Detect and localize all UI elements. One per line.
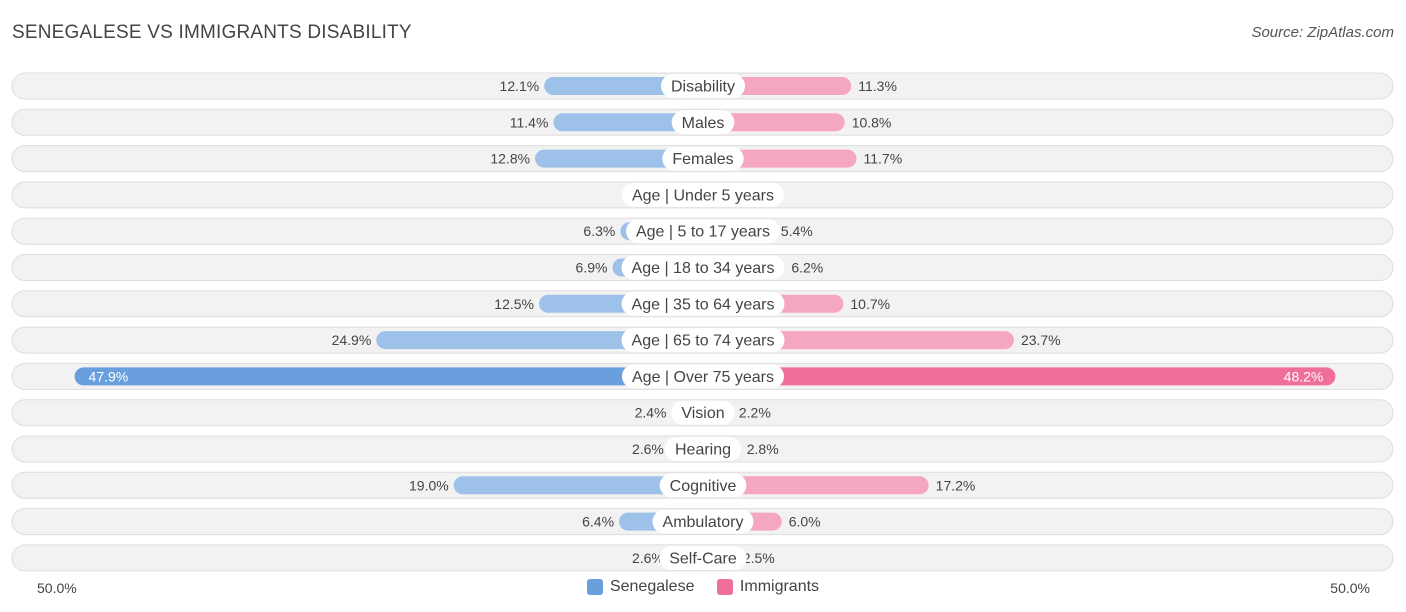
- category-label-females: Females: [672, 151, 733, 168]
- bar-senegalese-cognitive: [453, 476, 703, 495]
- bar-immigrants-age-over-75-years: [703, 367, 1336, 386]
- value-immigrants-age-65-to-74-years: 23.7%: [1021, 332, 1061, 348]
- category-pill-age-65-to-74-years: [621, 328, 785, 353]
- value-senegalese-age-65-to-74-years: 24.9%: [332, 332, 372, 348]
- category-pill-vision: [671, 400, 735, 425]
- category-pill-disability: [660, 74, 746, 98]
- category-label-age-under-5-years: Age | Under 5 years: [632, 187, 774, 204]
- value-immigrants-ambulatory: 6.0%: [789, 514, 821, 530]
- value-senegalese-ambulatory: 6.4%: [582, 514, 614, 530]
- value-senegalese-females: 12.8%: [490, 151, 530, 167]
- value-immigrants-disability: 11.3%: [858, 78, 897, 94]
- diverging-bar-chart: 12.1% 11.3% Disability 11.4% 10.8% Males 12.8%…: [11, 72, 1394, 572]
- category-pill-cognitive: [659, 473, 747, 498]
- source-credit: Source: ZipAtlas.com: [1251, 24, 1394, 41]
- value-senegalese-disability: 12.1%: [500, 78, 540, 94]
- value-senegalese-males: 11.4%: [510, 114, 549, 130]
- value-immigrants-cognitive: 17.2%: [936, 477, 976, 493]
- chart-title: SENEGALESE VS IMMIGRANTS DISABILITY: [12, 22, 412, 43]
- value-immigrants-age-35-to-64-years: 10.7%: [850, 296, 890, 312]
- category-label-cognitive: Cognitive: [670, 478, 737, 495]
- category-label-hearing: Hearing: [675, 442, 731, 459]
- bar-immigrants-cognitive: [703, 476, 929, 495]
- value-immigrants-age-5-to-17-years: 5.4%: [781, 223, 813, 239]
- value-immigrants-males: 10.8%: [852, 114, 892, 130]
- legend-label-senegalese: Senegalese: [609, 578, 695, 595]
- value-immigrants-hearing: 2.8%: [747, 441, 779, 457]
- legend-swatch-immigrants: [716, 579, 733, 595]
- category-pill-age-5-to-17-years: [625, 219, 781, 244]
- axis-max-label: 50.0%: [1330, 580, 1370, 596]
- legend: Senegalese Immigrants: [0, 578, 1406, 600]
- category-pill-males: [671, 110, 735, 135]
- category-pill-age-over-75-years: [622, 364, 784, 389]
- bar-senegalese-age-over-75-years: [74, 367, 703, 386]
- category-label-age-18-to-34-years: Age | 18 to 34 years: [632, 260, 775, 277]
- legend-item-senegalese[interactable]: Senegalese: [586, 578, 695, 596]
- value-immigrants-self-care: 2.5%: [743, 550, 775, 566]
- value-immigrants-age-18-to-34-years: 6.2%: [791, 260, 823, 276]
- category-label-age-65-to-74-years: Age | 65 to 74 years: [632, 333, 775, 350]
- category-label-vision: Vision: [681, 405, 724, 422]
- value-senegalese-self-care: 2.6%: [632, 550, 664, 566]
- value-senegalese-cognitive: 19.0%: [409, 477, 449, 493]
- value-senegalese-hearing: 2.6%: [632, 441, 664, 457]
- legend-item-immigrants[interactable]: Immigrants: [716, 578, 820, 596]
- value-senegalese-vision: 2.4%: [635, 405, 667, 421]
- value-immigrants-vision: 2.2%: [739, 405, 771, 421]
- value-senegalese-age-35-to-64-years: 12.5%: [494, 296, 534, 312]
- value-senegalese-age-5-to-17-years: 6.3%: [583, 223, 615, 239]
- category-label-males: Males: [682, 115, 725, 132]
- bar-immigrants-males: [703, 113, 845, 132]
- legend-label-immigrants: Immigrants: [739, 578, 820, 595]
- category-label-self-care: Self-Care: [669, 550, 737, 567]
- value-senegalese-age-18-to-34-years: 6.9%: [576, 260, 608, 276]
- bar-senegalese-age-65-to-74-years: [376, 331, 703, 350]
- axis-min-label: 50.0%: [37, 580, 77, 596]
- category-pill-hearing: [664, 437, 742, 461]
- category-pill-ambulatory: [652, 509, 754, 534]
- category-pill-age-35-to-64-years: [621, 291, 785, 316]
- category-pill-age-18-to-34-years: [621, 255, 785, 280]
- bar-senegalese-females: [535, 149, 703, 168]
- category-pill-age-under-5-years: [621, 182, 785, 207]
- category-label-age-5-to-17-years: Age | 5 to 17 years: [636, 224, 770, 241]
- category-pill-females: [662, 146, 744, 171]
- category-label-disability: Disability: [671, 79, 735, 96]
- category-label-age-35-to-64-years: Age | 35 to 64 years: [632, 296, 775, 313]
- value-senegalese-age-over-75-years: 47.9%: [89, 368, 129, 384]
- category-label-ambulatory: Ambulatory: [663, 514, 744, 531]
- value-immigrants-age-over-75-years: 48.2%: [1284, 368, 1324, 384]
- category-pill-self-care: [659, 545, 747, 570]
- value-immigrants-females: 11.7%: [864, 151, 903, 167]
- bar-senegalese-males: [553, 113, 703, 132]
- category-label-age-over-75-years: Age | Over 75 years: [632, 369, 774, 386]
- legend-swatch-senegalese: [586, 579, 603, 595]
